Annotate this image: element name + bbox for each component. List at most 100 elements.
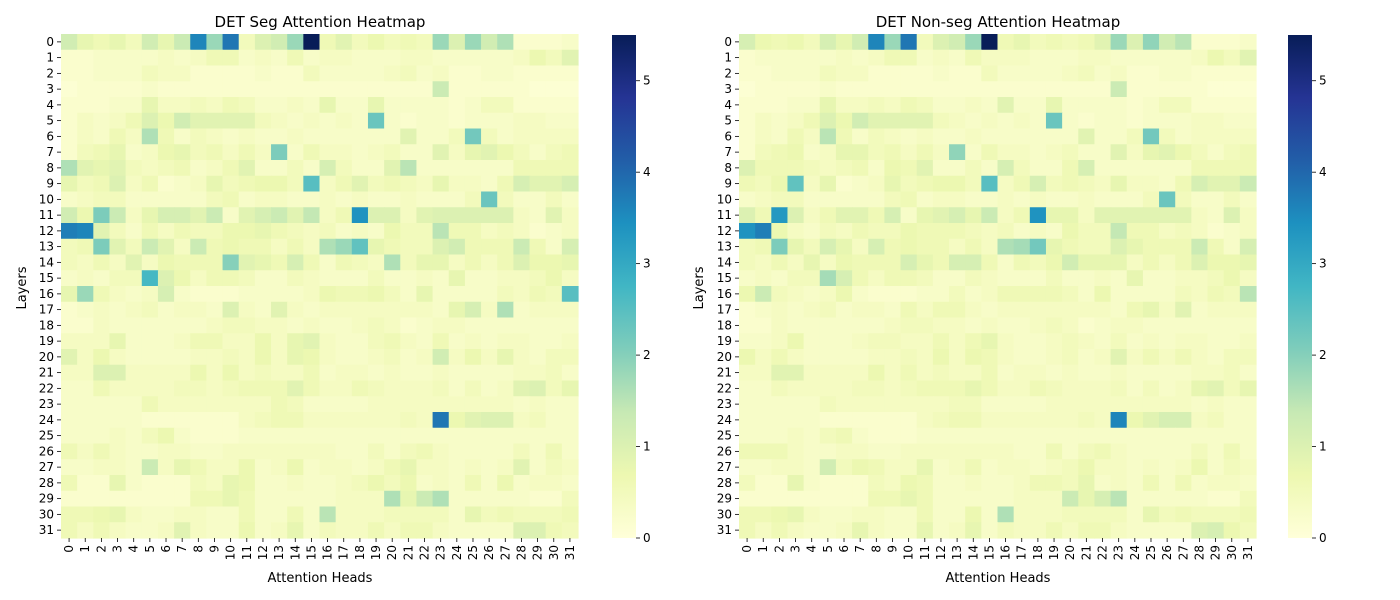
y-tick-label: 31 [717, 523, 732, 537]
heatmap-cell [1126, 506, 1144, 523]
heatmap-cell [206, 81, 224, 98]
heatmap-cell [1078, 270, 1096, 287]
heatmap-cell [141, 175, 159, 193]
heatmap-cell [416, 522, 434, 539]
heatmap-cell [1126, 349, 1144, 366]
heatmap-cell [803, 317, 821, 334]
heatmap-cell [287, 223, 304, 240]
heatmap-cell [997, 65, 1015, 82]
heatmap-cell [125, 459, 143, 476]
heatmap-cell [1045, 490, 1063, 508]
heatmap-cell [1110, 506, 1128, 523]
heatmap-cell [287, 522, 304, 539]
heatmap-cell [561, 396, 579, 413]
heatmap-cell [432, 254, 450, 271]
heatmap-cell [206, 333, 224, 350]
heatmap-cell [303, 160, 321, 177]
heatmap-cell [61, 459, 78, 476]
heatmap-cell [190, 333, 208, 350]
heatmap-cell [513, 49, 531, 67]
heatmap-cell [1239, 459, 1257, 476]
heatmap-cell [464, 254, 482, 271]
x-tick-label: 23 [434, 545, 448, 560]
heatmap-cell [900, 128, 918, 145]
heatmap-cell [400, 506, 418, 523]
heatmap-cell [1029, 34, 1047, 51]
heatmap-cell [157, 112, 175, 130]
heatmap-cell [1094, 475, 1112, 492]
heatmap-cell [481, 254, 498, 271]
heatmap-cell [884, 443, 902, 460]
heatmap-cell [497, 459, 514, 476]
heatmap-cell [141, 65, 159, 82]
heatmap-cell [190, 97, 208, 114]
heatmap-cell [432, 112, 450, 130]
heatmap-cell [61, 380, 78, 397]
heatmap-cell [1126, 380, 1144, 397]
heatmap-cell [448, 301, 466, 319]
heatmap-cell [400, 333, 418, 350]
heatmap-cell [852, 380, 869, 397]
heatmap-cell [93, 160, 111, 177]
heatmap-cell [561, 317, 579, 334]
heatmap-cell [884, 65, 902, 82]
heatmap-cell [254, 317, 272, 334]
heatmap-cell [1239, 223, 1257, 240]
heatmap-cell [787, 65, 805, 82]
heatmap-cell [868, 191, 886, 208]
heatmap-cell [1191, 317, 1209, 334]
heatmap-cell [997, 191, 1015, 208]
heatmap-cell [157, 286, 175, 303]
heatmap-cell [787, 475, 805, 492]
heatmap-cell [271, 427, 288, 445]
heatmap-cell [190, 459, 208, 476]
heatmap-cell [141, 286, 159, 303]
heatmap-cell [61, 475, 78, 492]
heatmap-cell [109, 254, 127, 271]
heatmap-cell [1013, 191, 1031, 208]
heatmap-cell [545, 254, 563, 271]
heatmap-cell [481, 175, 498, 193]
heatmap-cell [1045, 144, 1063, 161]
heatmap-cell [335, 65, 353, 82]
heatmap-cell [1126, 333, 1144, 350]
x-tick-label: 26 [1160, 545, 1174, 560]
heatmap-cell [1223, 34, 1241, 51]
heatmap-cell [1239, 427, 1257, 445]
heatmap-cell [819, 81, 837, 98]
heatmap-cell [755, 522, 772, 539]
heatmap-cell [868, 270, 886, 287]
heatmap-cell [1094, 490, 1112, 508]
heatmap-cell [335, 97, 353, 114]
heatmap-cell [819, 97, 837, 114]
x-tick-label: 1 [756, 545, 770, 553]
heatmap-cell [1142, 490, 1160, 508]
heatmap-cell [141, 112, 159, 130]
heatmap-cell [319, 223, 337, 240]
heatmap-cell [1062, 49, 1079, 67]
heatmap-cell [787, 427, 805, 445]
heatmap-cell [835, 34, 853, 51]
heatmap-cell [1142, 396, 1160, 413]
heatmap-cell [77, 475, 94, 492]
heatmap-cell [755, 144, 772, 161]
heatmap-cell [384, 238, 401, 256]
heatmap-cell [1029, 396, 1047, 413]
heatmap-cell [174, 34, 191, 51]
heatmap-cell [335, 286, 353, 303]
heatmap-cell [916, 301, 934, 319]
heatmap-cell [803, 427, 821, 445]
heatmap-cell [1094, 97, 1112, 114]
heatmap-cell [141, 333, 159, 350]
heatmap-cell [1078, 475, 1096, 492]
heatmap-cell [545, 506, 563, 523]
heatmap-cell [432, 380, 450, 397]
heatmap-cell [981, 270, 999, 287]
heatmap-cell [981, 427, 999, 445]
heatmap-cell [238, 191, 256, 208]
heatmap-cell [157, 81, 175, 98]
heatmap-cell [367, 97, 385, 114]
heatmap-cell [803, 65, 821, 82]
heatmap-cell [109, 49, 127, 67]
heatmap-cell [965, 427, 982, 445]
